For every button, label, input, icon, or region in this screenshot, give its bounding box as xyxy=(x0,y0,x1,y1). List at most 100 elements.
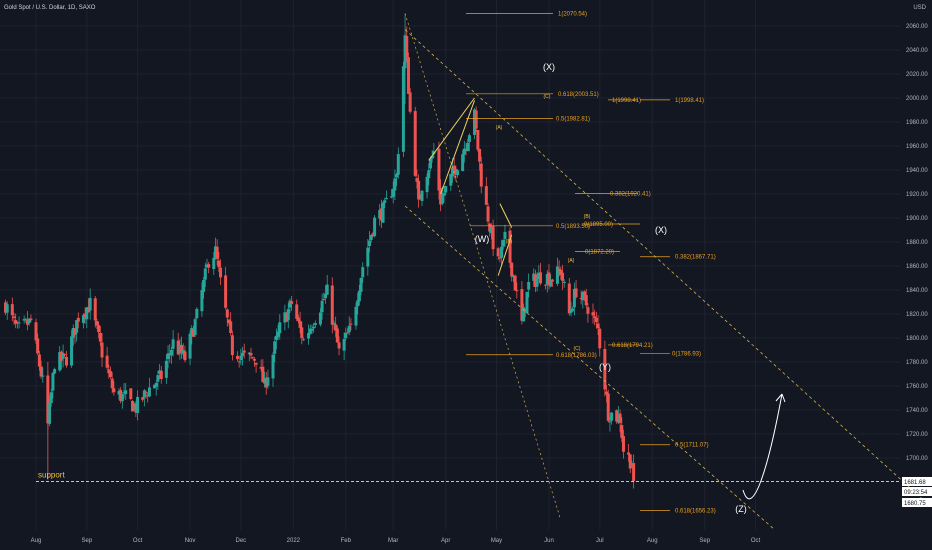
candle xyxy=(24,317,28,323)
channel-lower-line xyxy=(404,205,776,531)
candle xyxy=(225,308,229,327)
candle-body xyxy=(393,178,397,191)
candle-body xyxy=(219,267,223,278)
candle xyxy=(464,143,468,156)
candle xyxy=(596,315,600,336)
candle-body xyxy=(73,328,77,335)
candle xyxy=(61,344,65,368)
candle-body xyxy=(100,342,104,358)
fib-levels xyxy=(466,13,670,511)
countdown-label: 09:23:54 xyxy=(904,490,928,496)
candle-body xyxy=(408,92,412,112)
candle xyxy=(562,279,566,288)
candle-body xyxy=(264,379,268,388)
candle xyxy=(390,189,394,199)
candle-body xyxy=(369,235,373,240)
candle-body xyxy=(252,358,256,361)
candle xyxy=(324,285,328,304)
candle-body xyxy=(76,317,80,322)
candle-body xyxy=(486,206,490,222)
candle-body xyxy=(193,319,197,335)
candle xyxy=(180,336,184,359)
candle xyxy=(501,239,505,250)
candle xyxy=(418,194,422,200)
wave-label: (W) xyxy=(475,234,490,244)
candle-body xyxy=(158,370,162,374)
candle-body xyxy=(522,307,526,322)
candle xyxy=(466,138,470,152)
candle-body xyxy=(318,312,322,325)
candle-body xyxy=(75,320,79,333)
candle-body xyxy=(202,279,206,292)
candle-body xyxy=(227,319,231,324)
candle xyxy=(496,246,500,260)
candle-body xyxy=(217,260,221,268)
candle xyxy=(476,129,480,152)
candle xyxy=(342,332,346,361)
candle xyxy=(332,320,336,330)
candle-body xyxy=(168,353,172,355)
candle xyxy=(251,356,255,359)
y-tick-label: 1920.00 xyxy=(906,192,928,198)
candle xyxy=(212,251,216,276)
candle-body xyxy=(180,345,184,354)
price-unit: USD xyxy=(913,5,926,11)
candle-body xyxy=(34,322,38,341)
candle xyxy=(454,165,458,182)
candle xyxy=(325,275,329,296)
candle-body xyxy=(147,387,151,397)
x-tick-label: Jul xyxy=(596,538,604,544)
candle xyxy=(296,314,300,324)
candle xyxy=(49,389,53,407)
wave-label: (X) xyxy=(655,225,667,235)
candle-body xyxy=(241,352,245,357)
candle-body xyxy=(229,321,233,333)
x-tick-label: 2022 xyxy=(287,538,301,544)
candle-body xyxy=(141,397,145,400)
candle-body xyxy=(313,323,317,326)
candle xyxy=(379,199,383,228)
candle xyxy=(628,454,632,474)
candle xyxy=(574,280,578,299)
candle-body xyxy=(437,148,441,191)
candle xyxy=(335,325,339,343)
candle xyxy=(406,52,410,94)
candle xyxy=(591,303,595,324)
candle xyxy=(415,169,419,189)
candle xyxy=(247,352,251,362)
candle xyxy=(547,264,551,290)
candle xyxy=(420,190,424,206)
candle xyxy=(176,332,180,356)
y-tick-label: 1880.00 xyxy=(906,240,928,246)
y-tick-label: 1700.00 xyxy=(906,456,928,462)
candle xyxy=(64,350,68,368)
candle xyxy=(555,257,559,287)
candle-body xyxy=(544,284,548,286)
candle xyxy=(561,264,565,291)
candle xyxy=(522,303,526,322)
candle xyxy=(437,141,441,200)
candle xyxy=(408,88,412,114)
candle-body xyxy=(406,57,410,94)
candle-body xyxy=(476,129,480,150)
candle xyxy=(144,390,148,399)
candle-body xyxy=(356,300,360,307)
candle xyxy=(273,336,277,363)
candle xyxy=(230,330,234,361)
candle-body xyxy=(415,178,419,182)
candle xyxy=(227,318,231,326)
candle-body xyxy=(122,391,126,393)
candle xyxy=(249,347,253,360)
candle-body xyxy=(391,188,395,197)
candle xyxy=(572,282,576,316)
candle xyxy=(58,346,62,372)
candle-body xyxy=(39,366,43,377)
candle xyxy=(97,321,101,339)
candle-body xyxy=(200,290,204,312)
candle-body xyxy=(596,323,600,329)
candle-body xyxy=(81,315,85,323)
candle-body xyxy=(584,295,588,306)
candle xyxy=(567,277,571,316)
